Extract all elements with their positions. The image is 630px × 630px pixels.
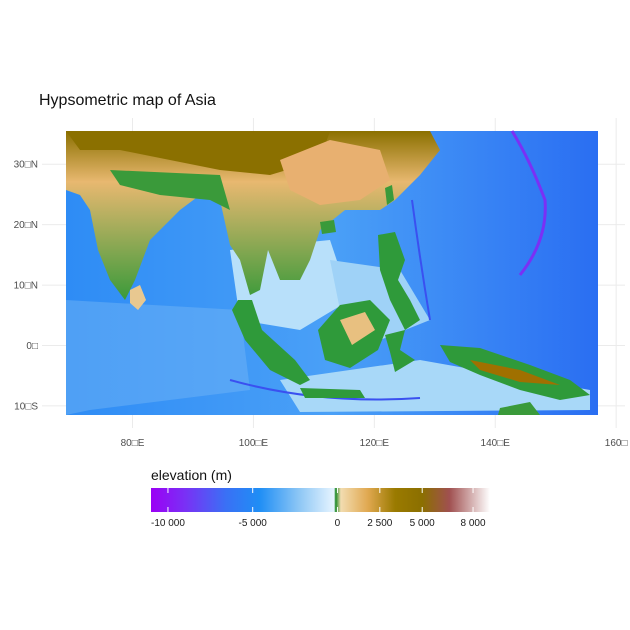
legend-tick-label: 5 000: [410, 518, 435, 529]
y-tick-label: 30□N: [14, 160, 38, 171]
sri-lanka: [130, 285, 146, 310]
x-tick-label: 100□E: [239, 438, 269, 449]
australia-north: [498, 402, 540, 415]
sulawesi: [385, 330, 415, 372]
south-china-hills: [280, 140, 390, 205]
y-axis-ticks: 30□N 20□N 10□N 0□ 10□S: [14, 160, 39, 413]
philippines: [378, 232, 420, 330]
x-tick-label: 160□: [605, 438, 628, 449]
map-panel: [66, 130, 598, 415]
philippine-trench: [411, 199, 431, 321]
y-tick-label: 20□N: [14, 220, 38, 231]
legend-tick-label: -5 000: [239, 518, 268, 529]
tibetan-plateau: [66, 131, 330, 175]
indo-gangetic-plain: [110, 170, 230, 210]
legend-colorbar: [151, 488, 490, 512]
legend-title: elevation (m): [151, 467, 232, 483]
y-tick-label: 10□S: [14, 401, 38, 412]
legend-ticks: -10 000 -5 000 0 2 500 5 000 8 000: [151, 488, 486, 529]
y-tick-label: 0□: [26, 341, 38, 352]
indian-ocean-shelf: [66, 300, 250, 415]
taiwan: [385, 185, 394, 205]
sumatra: [232, 300, 310, 385]
legend-tick-label: -10 000: [151, 518, 185, 529]
borneo-highlands: [340, 312, 375, 345]
y-tick-label: 10□N: [14, 281, 38, 292]
x-tick-label: 140□E: [481, 438, 511, 449]
elevation-legend: -10 000 -5 000 0 2 500 5 000 8 000: [151, 488, 490, 529]
x-tick-label: 120□E: [360, 438, 390, 449]
java: [300, 388, 365, 398]
x-axis-ticks: 80□E 100□E 120□E 140□E 160□: [121, 438, 628, 449]
legend-tick-label: 2 500: [367, 518, 392, 529]
legend-tick-label: 8 000: [461, 518, 486, 529]
map-title: Hypsometric map of Asia: [39, 92, 216, 109]
x-tick-label: 80□E: [121, 438, 145, 449]
legend-tick-label: 0: [335, 518, 341, 529]
new-guinea-highlands: [470, 360, 560, 385]
hainan: [320, 220, 336, 234]
mariana-trench: [510, 130, 547, 276]
